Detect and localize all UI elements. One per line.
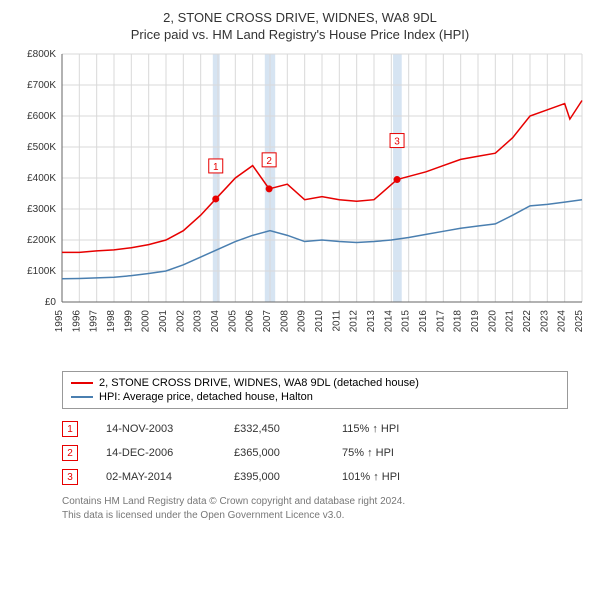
svg-text:£300K: £300K [27,204,56,215]
svg-text:1998: 1998 [106,310,117,333]
svg-text:2020: 2020 [487,310,498,333]
svg-text:£800K: £800K [27,49,56,60]
svg-text:2014: 2014 [383,310,394,333]
sale-row: 1 14-NOV-2003 £332,450 115% ↑ HPI [62,417,568,441]
sale-marker: 1 [62,421,78,437]
svg-text:2004: 2004 [210,310,221,333]
legend-item: 2, STONE CROSS DRIVE, WIDNES, WA8 9DL (d… [71,376,559,390]
svg-text:1996: 1996 [71,310,82,333]
svg-text:2021: 2021 [505,310,516,333]
svg-text:£0: £0 [45,297,57,308]
svg-text:3: 3 [394,137,400,148]
sale-price: £332,450 [234,423,314,435]
svg-text:£700K: £700K [27,80,56,91]
svg-text:£600K: £600K [27,111,56,122]
svg-text:2019: 2019 [470,310,481,333]
sale-date: 02-MAY-2014 [106,471,206,483]
svg-text:2011: 2011 [331,310,342,332]
sales-table: 1 14-NOV-2003 £332,450 115% ↑ HPI 2 14-DEC-20… [62,417,568,489]
svg-text:2002: 2002 [175,310,186,333]
svg-text:£100K: £100K [27,266,56,277]
chart-svg: £0 £100K £200K £300K £400K £500K £600K £700K £80… [12,48,588,358]
sale-hpi: 101% ↑ HPI [342,471,442,483]
sale-row: 3 02-MAY-2014 £395,000 101% ↑ HPI [62,465,568,489]
page-title: 2, STONE CROSS DRIVE, WIDNES, WA8 9DL [12,10,588,25]
legend-item: HPI: Average price, detached house, Halt… [71,390,559,404]
page-subtitle: Price paid vs. HM Land Registry's House … [12,27,588,42]
svg-text:2000: 2000 [141,310,152,333]
chart: £0 £100K £200K £300K £400K £500K £600K £700K £80… [12,48,588,363]
legend: 2, STONE CROSS DRIVE, WIDNES, WA8 9DL (d… [62,371,568,409]
svg-text:2012: 2012 [349,310,360,333]
svg-text:2006: 2006 [245,310,256,333]
sale-marker: 3 [62,469,78,485]
svg-text:£200K: £200K [27,235,56,246]
footer-line-1: Contains HM Land Registry data © Crown c… [62,495,568,509]
legend-swatch [71,396,93,398]
svg-text:2013: 2013 [366,310,377,333]
legend-swatch [71,382,93,384]
svg-text:£500K: £500K [27,142,56,153]
svg-text:2015: 2015 [401,310,412,333]
sale-date: 14-NOV-2003 [106,423,206,435]
footer-line-2: This data is licensed under the Open Gov… [62,509,568,523]
svg-text:2010: 2010 [314,310,325,333]
svg-text:1997: 1997 [89,310,100,333]
svg-text:1: 1 [213,162,219,173]
svg-text:2023: 2023 [539,310,550,333]
legend-label: 2, STONE CROSS DRIVE, WIDNES, WA8 9DL (d… [99,377,419,389]
svg-text:2009: 2009 [297,310,308,333]
sale-date: 14-DEC-2006 [106,447,206,459]
footer: Contains HM Land Registry data © Crown c… [62,495,568,522]
svg-text:1995: 1995 [54,310,65,333]
svg-text:2003: 2003 [193,310,204,333]
svg-text:2025: 2025 [574,310,585,333]
svg-text:£400K: £400K [27,173,56,184]
svg-text:2018: 2018 [453,310,464,333]
svg-text:2022: 2022 [522,310,533,333]
svg-text:2024: 2024 [557,310,568,333]
svg-text:2: 2 [266,156,272,167]
legend-label: HPI: Average price, detached house, Halt… [99,391,313,403]
sale-price: £365,000 [234,447,314,459]
svg-text:2016: 2016 [418,310,429,333]
svg-text:1999: 1999 [123,310,134,333]
sale-price: £395,000 [234,471,314,483]
svg-text:2017: 2017 [435,310,446,333]
page-container: 2, STONE CROSS DRIVE, WIDNES, WA8 9DL Pr… [0,0,600,530]
svg-text:2007: 2007 [262,310,273,333]
svg-text:2008: 2008 [279,310,290,333]
sale-hpi: 75% ↑ HPI [342,447,442,459]
sale-hpi: 115% ↑ HPI [342,423,442,435]
svg-text:2001: 2001 [158,310,169,333]
sale-row: 2 14-DEC-2006 £365,000 75% ↑ HPI [62,441,568,465]
sale-marker: 2 [62,445,78,461]
svg-text:2005: 2005 [227,310,238,333]
